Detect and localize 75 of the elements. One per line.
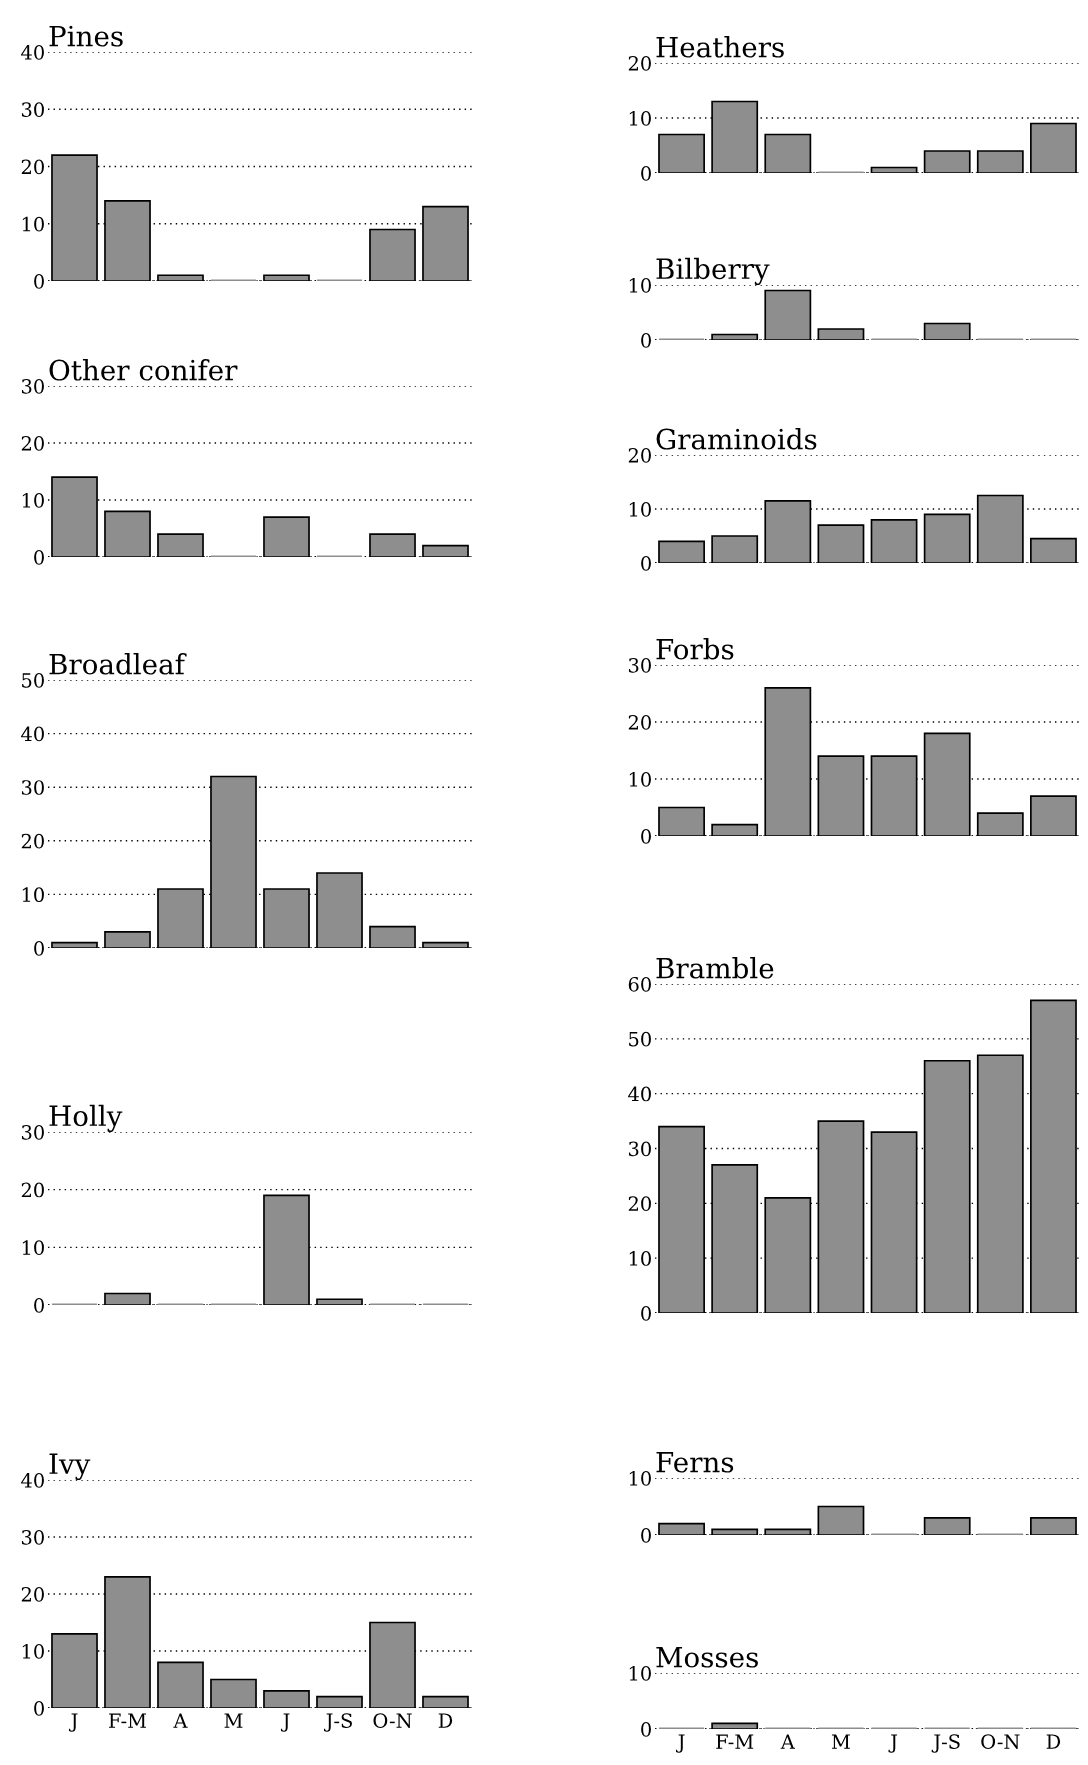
- chart-title: Mosses: [656, 1646, 758, 1668]
- x-tick-label: F-M: [716, 1734, 754, 1749]
- y-tick-label: 40: [21, 726, 44, 742]
- chart-title: Graminoids: [656, 428, 817, 450]
- y-tick-label: 20: [21, 435, 44, 451]
- y-tick-label: 10: [629, 110, 651, 126]
- y-tick-label: 10: [22, 216, 44, 232]
- y-tick-label: 20: [21, 833, 44, 849]
- x-tick-label: O-N: [981, 1734, 1020, 1749]
- y-tick-label: 20: [628, 447, 651, 463]
- y-tick-label: 20: [628, 1196, 651, 1211]
- y-tick-label: 40: [21, 44, 44, 60]
- y-tick-label: 20: [628, 714, 651, 730]
- y-tick-label: 20: [21, 159, 44, 175]
- y-tick-label: 30: [21, 378, 44, 394]
- y-tick-label: 0: [641, 1527, 651, 1543]
- y-tick-label: 0: [641, 555, 651, 571]
- chart-title: Ivy: [49, 1453, 91, 1480]
- y-tick-label: 60: [628, 976, 651, 992]
- x-tick-label: A: [173, 1713, 188, 1728]
- chart-title: Bilberry: [656, 257, 770, 285]
- y-tick-label: 0: [641, 332, 651, 348]
- y-tick-label: 30: [21, 1124, 44, 1140]
- y-tick-label: 10: [629, 277, 651, 293]
- y-tick-label: 20: [21, 1182, 44, 1198]
- y-tick-label: 10: [629, 771, 651, 787]
- chart-title: Bramble: [656, 957, 774, 979]
- chart-title: Heathers: [656, 36, 784, 58]
- chart-title: Broadleaf: [49, 653, 187, 675]
- x-tick-label: D: [1046, 1734, 1061, 1749]
- y-tick-label: 10: [629, 1251, 651, 1266]
- y-tick-label: 10: [629, 501, 651, 517]
- chart-title: Holly: [49, 1104, 123, 1132]
- y-tick-label: 0: [641, 828, 651, 844]
- x-tick-label: J-S: [324, 1713, 352, 1732]
- x-tick-label: J: [280, 1713, 290, 1732]
- y-tick-label: 0: [641, 1721, 651, 1737]
- x-tick-label: O-N: [373, 1713, 412, 1728]
- y-tick-label: 50: [22, 672, 44, 688]
- y-tick-label: 0: [34, 940, 44, 956]
- y-tick-label: 10: [22, 1240, 44, 1255]
- y-tick-label: 50: [629, 1031, 651, 1047]
- y-tick-label: 0: [34, 1700, 44, 1716]
- y-tick-label: 10: [22, 887, 44, 903]
- x-tick-label: J: [676, 1734, 685, 1753]
- y-tick-label: 30: [21, 1529, 44, 1545]
- x-tick-label: M: [224, 1713, 243, 1728]
- x-tick-label: J: [888, 1734, 898, 1753]
- chart-title: Pines: [49, 25, 123, 47]
- y-tick-label: 10: [22, 492, 44, 508]
- x-tick-label: M: [831, 1734, 850, 1749]
- y-tick-label: 0: [34, 273, 44, 289]
- x-tick-label: F-M: [109, 1713, 147, 1728]
- y-tick-label: 30: [21, 780, 44, 795]
- x-tick-label: D: [438, 1713, 453, 1728]
- y-tick-label: 10: [22, 1643, 44, 1659]
- chart-title: Forbs: [656, 638, 734, 660]
- y-tick-label: 30: [628, 1141, 651, 1157]
- y-tick-label: 40: [628, 1086, 651, 1102]
- chart-title: Other conifer: [49, 359, 238, 381]
- y-tick-label: 30: [628, 657, 651, 673]
- y-tick-label: 0: [641, 165, 651, 181]
- y-tick-label: 30: [21, 102, 44, 117]
- y-tick-label: 0: [34, 549, 44, 565]
- y-tick-label: 0: [641, 1305, 651, 1321]
- x-tick-label: A: [780, 1734, 796, 1749]
- y-tick-label: 10: [629, 1665, 651, 1681]
- y-tick-label: 20: [21, 1586, 44, 1602]
- x-tick-label: J: [68, 1713, 78, 1732]
- y-tick-label: 0: [34, 1297, 44, 1313]
- y-tick-label: 20: [628, 55, 651, 71]
- y-tick-label: 40: [21, 1472, 44, 1488]
- x-tick-label: J-S: [931, 1734, 960, 1753]
- chart-title: Ferns: [656, 1451, 734, 1473]
- y-tick-label: 10: [629, 1470, 651, 1486]
